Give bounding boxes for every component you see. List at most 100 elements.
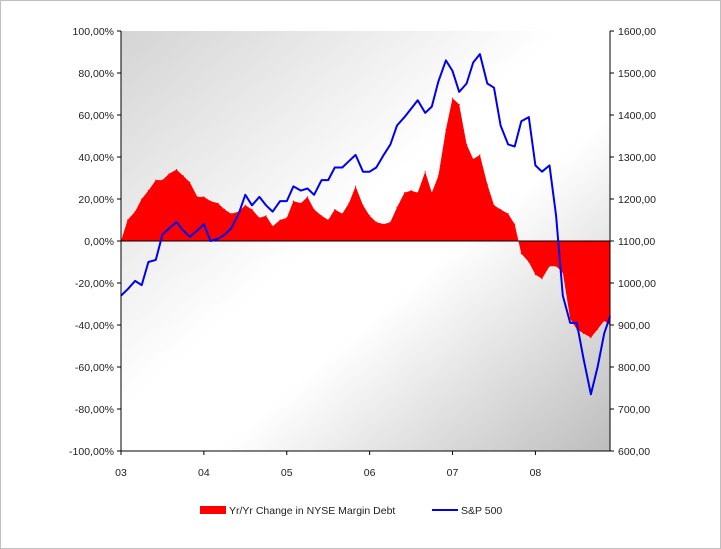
margin-debt-point bbox=[562, 271, 564, 274]
sp500-line-layer bbox=[120, 53, 611, 396]
margin-debt-point bbox=[272, 225, 274, 227]
margin-debt-point bbox=[603, 320, 605, 322]
margin-debt-point bbox=[196, 196, 198, 198]
margin-debt-point bbox=[479, 154, 481, 156]
margin-debt-point bbox=[500, 208, 502, 211]
sp500-point bbox=[168, 227, 170, 229]
sp500-point bbox=[534, 164, 537, 166]
sp500-point bbox=[562, 295, 564, 297]
sp500-point bbox=[493, 87, 495, 89]
margin-debt-point bbox=[431, 192, 433, 194]
sp500-point bbox=[272, 211, 274, 213]
left-tick-label: 100,00% bbox=[73, 26, 114, 38]
sp500-point bbox=[238, 213, 240, 215]
sp500-point bbox=[590, 393, 592, 395]
sp500-point bbox=[217, 238, 219, 240]
margin-debt-point bbox=[341, 213, 343, 215]
x-tick-label: 05 bbox=[281, 467, 293, 479]
x-tick-label: 08 bbox=[530, 467, 542, 479]
margin-debt-point bbox=[528, 261, 530, 263]
sp500-point bbox=[528, 116, 530, 118]
sp500-point bbox=[203, 223, 205, 225]
left-tick-label: -60,00% bbox=[75, 362, 114, 374]
sp500-point bbox=[458, 91, 460, 93]
sp500-point bbox=[189, 236, 191, 238]
x-tick-label: 07 bbox=[447, 467, 459, 479]
margin-debt-point bbox=[306, 196, 309, 198]
left-tick-label: 80,00% bbox=[78, 68, 114, 80]
right-tick-label: 1200,00 bbox=[618, 194, 656, 206]
margin-debt-point bbox=[217, 202, 219, 204]
sp500-point bbox=[569, 322, 571, 324]
margin-debt-point bbox=[375, 221, 377, 223]
margin-debt-point bbox=[355, 185, 357, 187]
sp500-point bbox=[127, 288, 129, 290]
margin-debt-point bbox=[279, 219, 281, 221]
sp500-point bbox=[224, 234, 226, 236]
margin-debt-area bbox=[121, 98, 610, 338]
sp500-point bbox=[417, 99, 419, 101]
margin-debt-point bbox=[155, 179, 157, 181]
margin-debt-point bbox=[300, 202, 302, 204]
margin-debt-point bbox=[597, 328, 599, 330]
margin-debt-point bbox=[251, 208, 253, 211]
margin-debt-point bbox=[493, 204, 495, 206]
margin-debt-point bbox=[445, 129, 447, 131]
margin-debt-point bbox=[182, 175, 184, 177]
sp500-line bbox=[120, 53, 611, 396]
left-tick-label: -100,00% bbox=[69, 446, 114, 458]
margin-debt-point bbox=[424, 171, 426, 173]
margin-debt-point bbox=[548, 265, 551, 267]
sp500-point bbox=[576, 322, 578, 324]
left-tick-label: 60,00% bbox=[78, 110, 114, 122]
margin-debt-point bbox=[286, 217, 288, 219]
sp500-point bbox=[161, 234, 163, 236]
right-axis-ticks: 1600,00 1500,00 1400,00 1300,00 1200,00 1100,… bbox=[610, 26, 656, 458]
margin-debt-point bbox=[437, 175, 439, 177]
right-tick-label: 1400,00 bbox=[618, 110, 656, 122]
sp500-point bbox=[258, 196, 260, 198]
sp500-point bbox=[265, 204, 267, 206]
margin-debt-point bbox=[590, 337, 592, 339]
margin-debt-point bbox=[168, 173, 170, 175]
sp500-point bbox=[548, 164, 551, 166]
margin-debt-point bbox=[555, 265, 557, 267]
left-tick-label: 40,00% bbox=[78, 152, 114, 164]
sp500-point bbox=[196, 229, 198, 232]
sp500-point bbox=[251, 204, 253, 206]
sp500-point bbox=[403, 116, 406, 118]
margin-debt-point bbox=[230, 213, 232, 215]
sp500-point bbox=[355, 154, 357, 156]
sp500-point bbox=[155, 259, 157, 261]
margin-debt-point bbox=[334, 208, 336, 211]
right-tick-label: 1000,00 bbox=[618, 278, 656, 290]
left-tick-label: -40,00% bbox=[75, 320, 114, 332]
sp500-point bbox=[134, 280, 136, 282]
left-tick-label: 20,00% bbox=[78, 194, 114, 206]
margin-debt-point bbox=[348, 202, 350, 204]
margin-debt-point bbox=[383, 223, 385, 225]
sp500-point bbox=[603, 332, 605, 334]
margin-debt-point bbox=[514, 223, 516, 225]
sp500-point bbox=[410, 108, 412, 110]
sp500-point bbox=[244, 194, 246, 196]
margin-debt-point bbox=[403, 192, 406, 194]
right-tick-label: 700,00 bbox=[618, 404, 650, 416]
right-tick-label: 900,00 bbox=[618, 320, 650, 332]
sp500-point bbox=[341, 166, 343, 169]
margin-debt-point bbox=[389, 221, 391, 223]
margin-debt-point bbox=[265, 215, 267, 217]
margin-debt-point bbox=[175, 169, 178, 171]
margin-debt-point bbox=[541, 278, 543, 280]
left-axis-ticks: 100,00% 80,00% 60,00% 40,00% 20,00% 0,00% -20,… bbox=[69, 26, 121, 458]
legend-label-margin-debt: Yr/Yr Change in NYSE Margin Debt bbox=[229, 505, 395, 517]
sp500-point bbox=[292, 185, 294, 187]
sp500-point bbox=[279, 200, 281, 202]
margin-debt-point bbox=[362, 204, 364, 206]
margin-debt-point bbox=[410, 190, 412, 192]
sp500-point bbox=[306, 187, 309, 190]
margin-debt-point bbox=[451, 97, 454, 99]
sp500-point bbox=[375, 166, 377, 169]
margin-debt-point bbox=[134, 211, 136, 213]
margin-debt-point bbox=[292, 200, 294, 202]
